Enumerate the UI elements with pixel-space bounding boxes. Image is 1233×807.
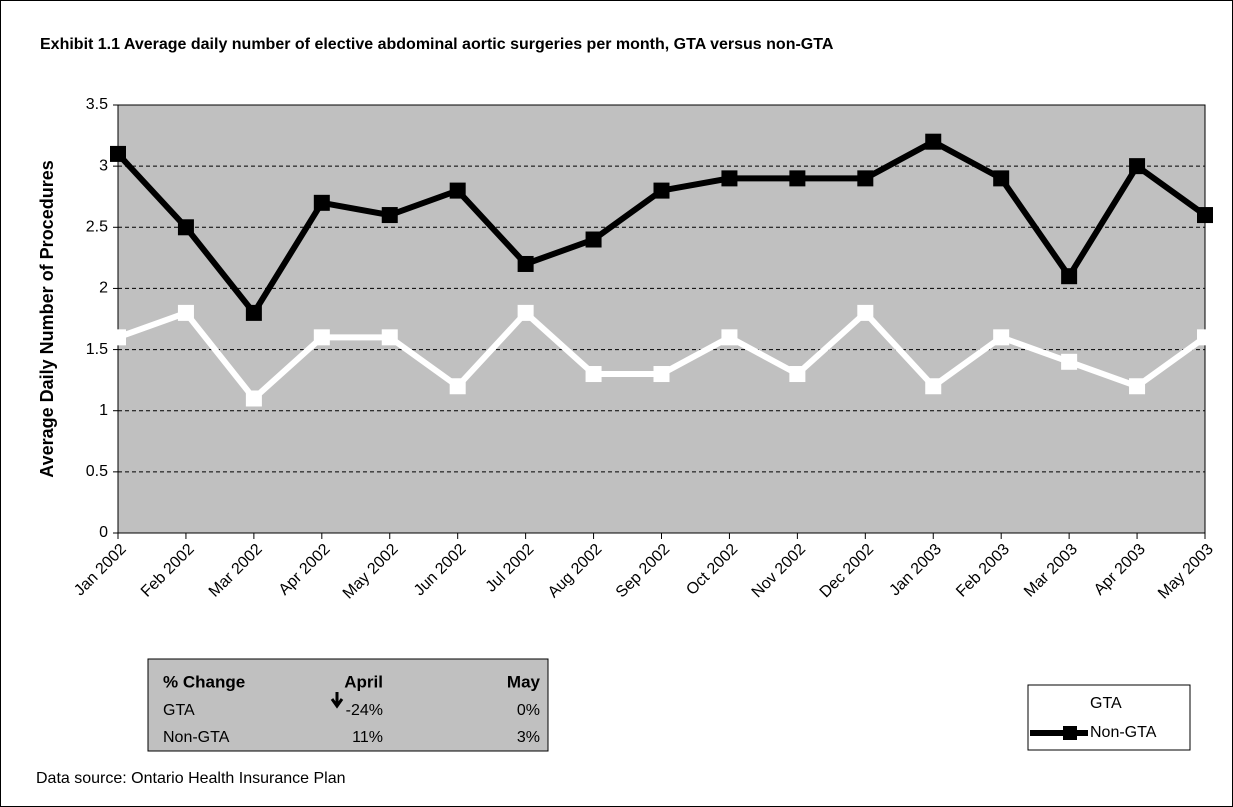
change-table bbox=[147, 658, 549, 752]
legend-label: Non-GTA bbox=[1090, 724, 1157, 741]
marker bbox=[313, 329, 330, 346]
source: Data source: Ontario Health Insurance Pl… bbox=[36, 770, 346, 787]
table-cell: 0% bbox=[517, 702, 540, 719]
y-tick-label: 2 bbox=[99, 280, 108, 297]
marker bbox=[381, 207, 398, 224]
marker bbox=[789, 366, 806, 383]
table-header: % Change bbox=[163, 672, 245, 691]
marker bbox=[1129, 378, 1146, 395]
marker bbox=[245, 304, 262, 321]
table-header: May bbox=[507, 672, 541, 691]
y-tick-label: 1.5 bbox=[86, 341, 108, 358]
marker bbox=[1061, 268, 1078, 285]
marker bbox=[177, 304, 194, 321]
marker bbox=[721, 170, 738, 187]
marker bbox=[993, 170, 1010, 187]
marker bbox=[585, 231, 602, 248]
marker bbox=[1061, 353, 1078, 370]
marker bbox=[381, 329, 398, 346]
marker bbox=[313, 194, 330, 211]
y-tick-label: 2.5 bbox=[86, 219, 108, 236]
marker bbox=[1197, 207, 1213, 224]
down-arrow bbox=[330, 692, 344, 709]
marker bbox=[585, 366, 602, 383]
marker bbox=[857, 170, 874, 187]
grid bbox=[118, 165, 1205, 473]
y-tick-label: 0.5 bbox=[86, 463, 108, 480]
marker bbox=[110, 145, 126, 162]
marker bbox=[1129, 158, 1146, 175]
marker bbox=[789, 170, 806, 187]
table-header: April bbox=[344, 672, 383, 691]
marker bbox=[653, 366, 670, 383]
y-tick-label: 1 bbox=[99, 402, 108, 419]
marker bbox=[177, 219, 194, 236]
table-cell: 11% bbox=[352, 729, 383, 746]
marker bbox=[993, 329, 1010, 346]
marker bbox=[517, 304, 534, 321]
marker bbox=[653, 182, 670, 199]
y-tick-label: 0 bbox=[99, 524, 108, 541]
y-axis-label: Average Daily Number of Procedures bbox=[37, 160, 57, 477]
legend-marker bbox=[1063, 726, 1077, 740]
chart-title: Exhibit 1.1 Average daily number of elec… bbox=[40, 36, 834, 53]
y-tick-label: 3 bbox=[99, 157, 108, 174]
plot-area bbox=[117, 104, 1206, 534]
table-cell: 3% bbox=[517, 729, 540, 746]
marker bbox=[925, 378, 942, 395]
marker bbox=[1197, 329, 1213, 346]
y-tick-label: 3.5 bbox=[86, 96, 108, 113]
marker bbox=[245, 390, 262, 407]
marker bbox=[449, 378, 466, 395]
table-cell: -24% bbox=[346, 702, 383, 719]
marker bbox=[110, 329, 126, 346]
marker bbox=[925, 133, 942, 150]
marker bbox=[721, 329, 738, 346]
marker bbox=[857, 304, 874, 321]
legend bbox=[1027, 684, 1191, 751]
marker bbox=[517, 255, 534, 272]
table-cell: GTA bbox=[163, 702, 195, 719]
table-cell: Non-GTA bbox=[163, 729, 230, 746]
legend-label: GTA bbox=[1090, 695, 1122, 712]
legend-marker bbox=[1063, 697, 1077, 711]
marker bbox=[449, 182, 466, 199]
